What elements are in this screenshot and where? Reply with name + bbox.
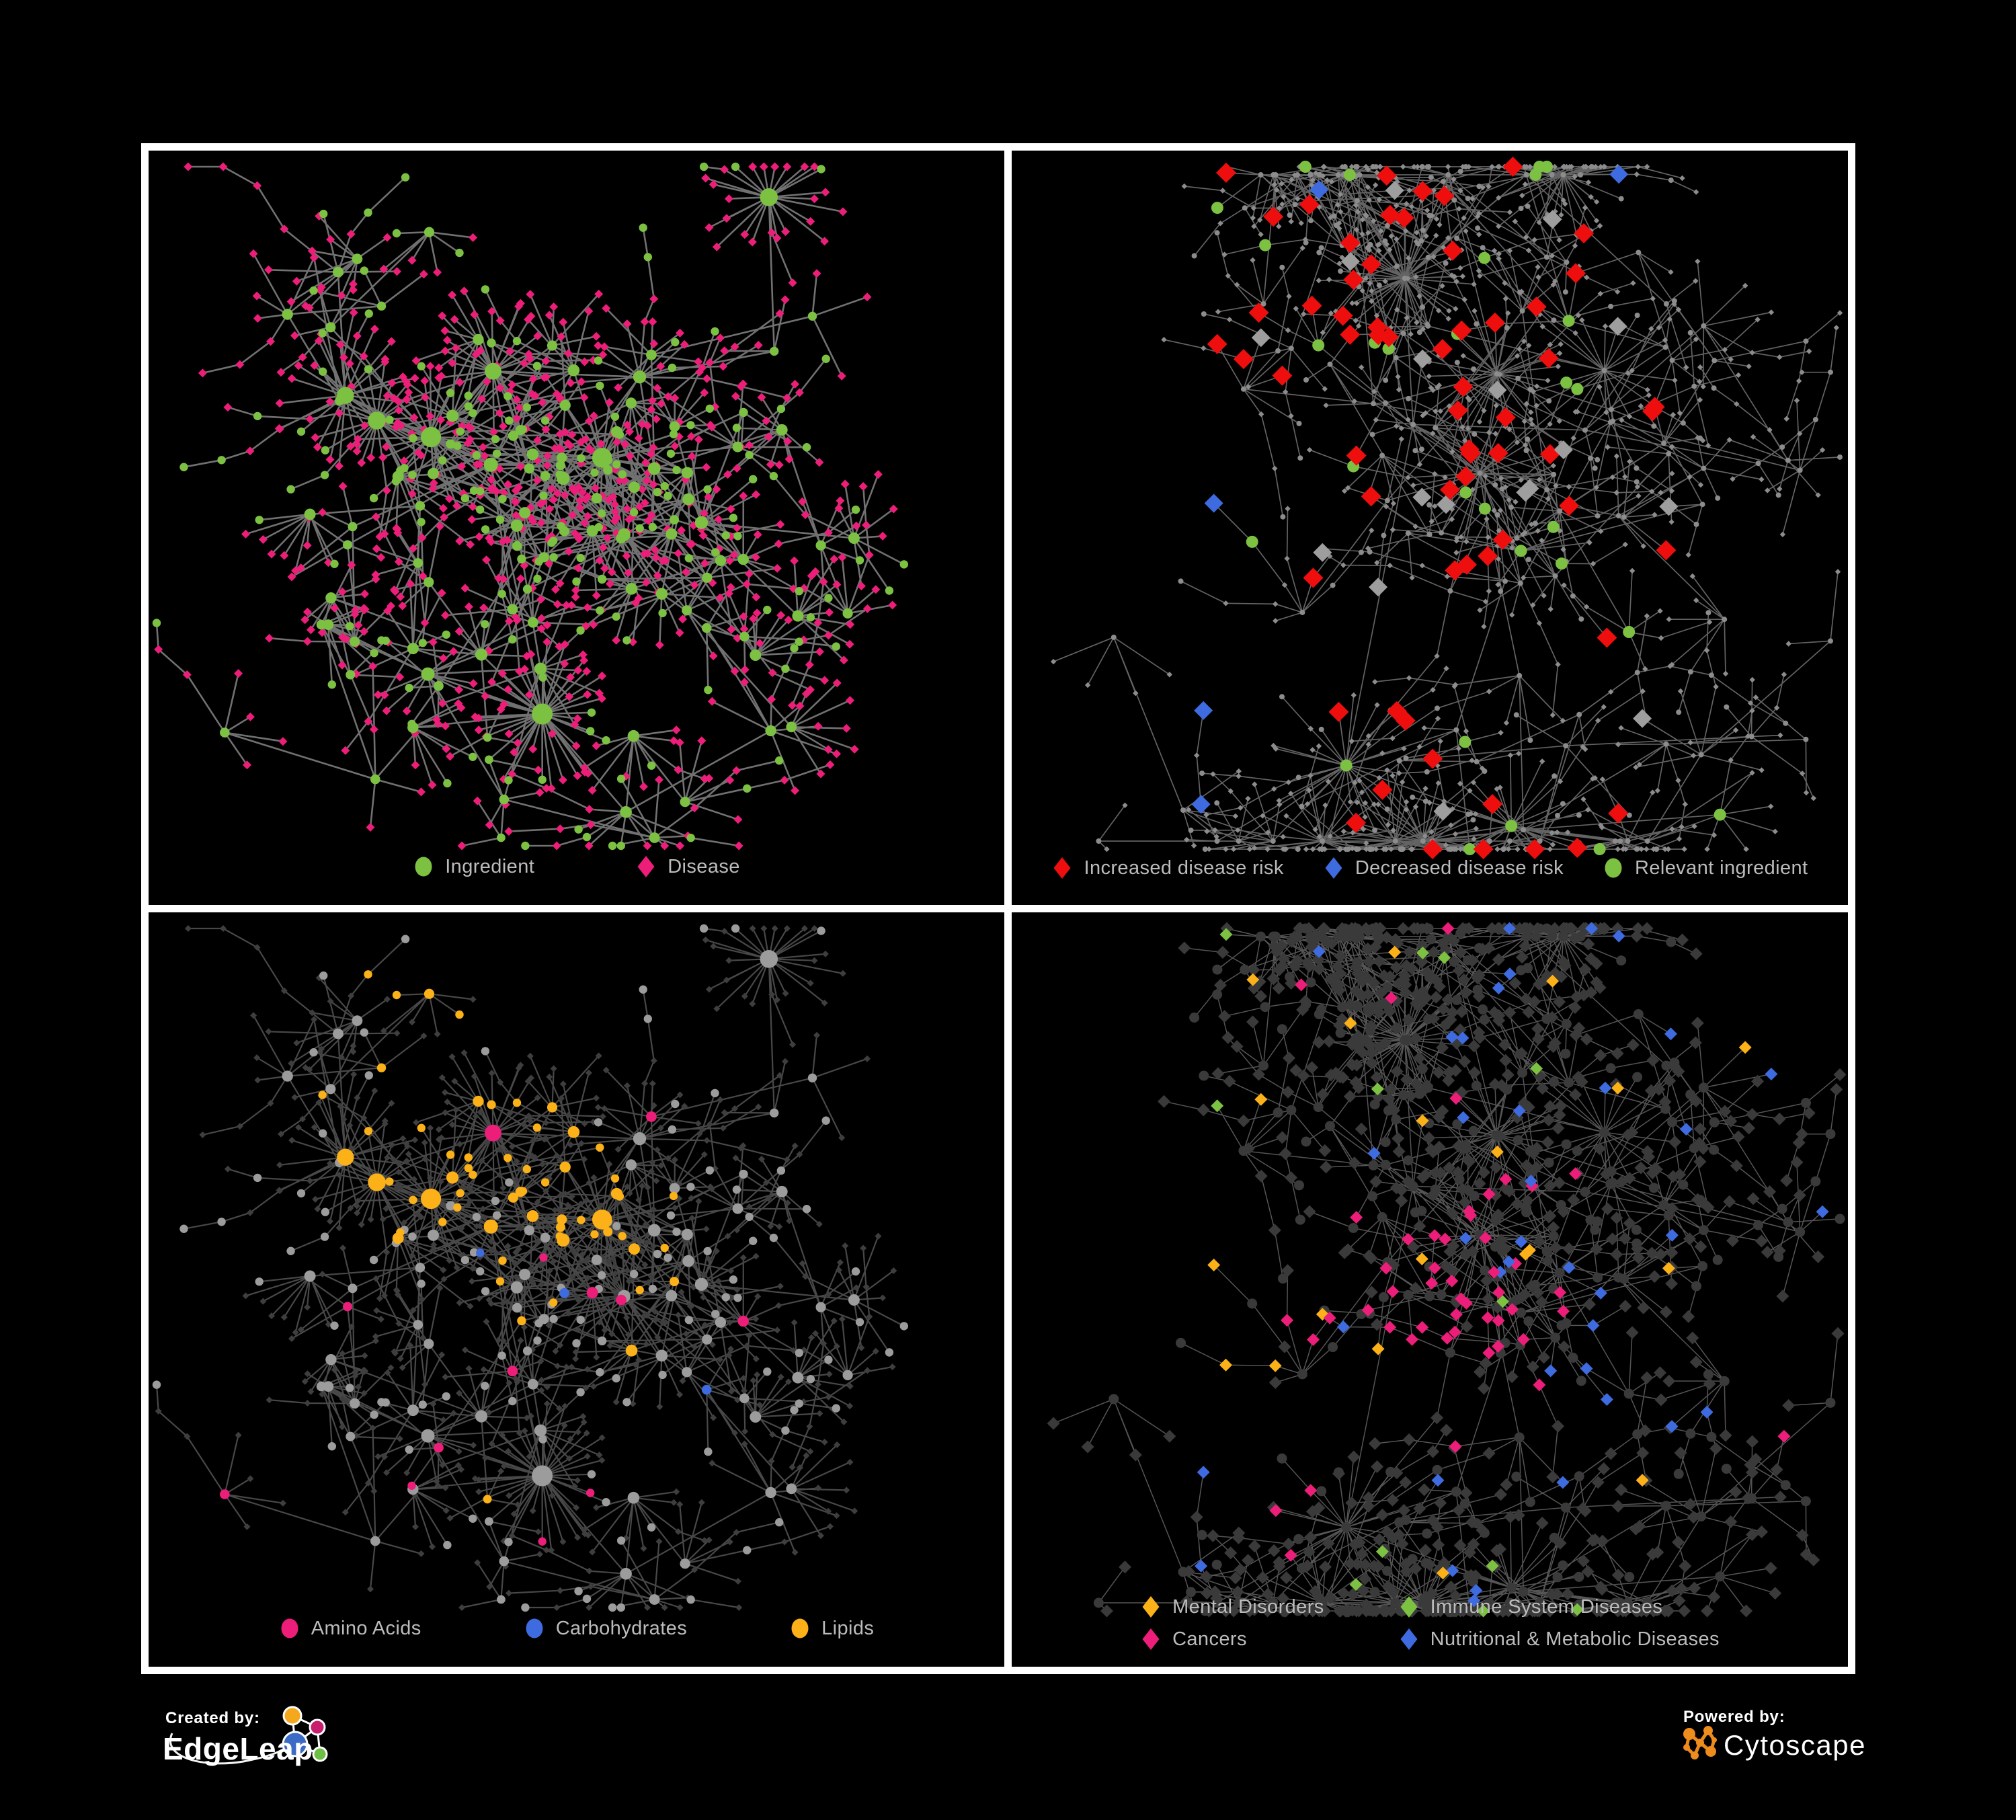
- legend-item-nutritional-metabolic-diseases: Nutritional & Metabolic Diseases: [1398, 1628, 1720, 1651]
- powered-by-label: Powered by:: [1683, 1708, 1785, 1726]
- legend-item-immune-system-diseases: Immune System Diseases: [1398, 1595, 1663, 1618]
- legend-label: Nutritional & Metabolic Diseases: [1430, 1628, 1720, 1650]
- legend-diamond-icon: [1053, 857, 1071, 879]
- legend-label: Amino Acids: [311, 1617, 421, 1639]
- panel-disease-risk: Increased disease risk Decreased disease …: [1004, 143, 1855, 912]
- legend-diamond-icon: [1325, 857, 1342, 879]
- legend-item-mental-disorders: Mental Disorders: [1140, 1595, 1324, 1618]
- legend-diamond-icon: [1142, 1596, 1160, 1618]
- legend-label: Increased disease risk: [1084, 857, 1284, 879]
- legend-item-lipids: Lipids: [789, 1617, 874, 1640]
- legend-item-amino-acids: Amino Acids: [279, 1617, 421, 1640]
- legend-diamond-icon: [1400, 1628, 1418, 1650]
- edgeleap-wordmark: EdgeLeap: [163, 1731, 313, 1766]
- legend-item-increased-disease-risk: Increased disease risk: [1051, 857, 1283, 879]
- legend-circle-icon: [1605, 858, 1622, 878]
- legend-item-decreased-disease-risk: Decreased disease risk: [1323, 857, 1564, 879]
- legend-label: Immune System Diseases: [1430, 1595, 1663, 1618]
- cytoscape-logo-icon: [1683, 1726, 1717, 1759]
- legend-item-carbohydrates: Carbohydrates: [524, 1617, 687, 1640]
- legend-label: Mental Disorders: [1172, 1595, 1324, 1618]
- legend-label: Lipids: [821, 1617, 875, 1639]
- legend-item-ingredient: Ingredient: [413, 855, 534, 878]
- nutrient-classes-network: [152, 924, 909, 1612]
- legend-item-relevant-ingredient: Relevant ingredient: [1603, 857, 1808, 879]
- legend-label: Ingredient: [445, 855, 535, 877]
- legend-disease-classes: Mental Disorders Immune System Diseases Ca…: [1012, 1595, 1848, 1651]
- legend-label: Carbohydrates: [555, 1617, 688, 1639]
- ingredient-disease-network: [152, 162, 909, 850]
- legend-item-disease: Disease: [635, 855, 740, 878]
- legend-circle-icon: [281, 1618, 298, 1638]
- legend-label: Relevant ingredient: [1635, 857, 1808, 879]
- legend-circle-icon: [791, 1618, 809, 1638]
- disease-risk-network: [1050, 157, 1843, 859]
- legend-ingredient-disease: Ingredient Disease: [149, 855, 1004, 878]
- panel-nutrient-classes: Amino Acids Carbohydrates Lipids: [141, 905, 1012, 1674]
- legend-disease-risk: Increased disease risk Decreased disease …: [1012, 857, 1848, 879]
- edgeleap-logo-icon: [169, 1706, 328, 1765]
- legend-label: Cancers: [1172, 1628, 1247, 1650]
- legend-diamond-icon: [1400, 1596, 1418, 1618]
- legend-label: Decreased disease risk: [1355, 857, 1564, 879]
- legend-item-cancers: Cancers: [1140, 1628, 1247, 1651]
- legend-circle-icon: [526, 1618, 543, 1638]
- cytoscape-wordmark: Cytoscape: [1724, 1729, 1866, 1761]
- legend-diamond-icon: [637, 856, 655, 877]
- legend-diamond-icon: [1142, 1628, 1160, 1650]
- legend-nutrient-classes: Amino Acids Carbohydrates Lipids: [149, 1617, 1004, 1640]
- disease-classes-network: [1047, 922, 1847, 1618]
- legend-label: Disease: [668, 855, 740, 877]
- panel-disease-classes: Mental Disorders Immune System Diseases Ca…: [1004, 905, 1855, 1674]
- legend-circle-icon: [415, 857, 432, 877]
- panel-ingredient-disease: Ingredient Disease: [141, 143, 1012, 912]
- created-by-label: Created by:: [165, 1709, 260, 1727]
